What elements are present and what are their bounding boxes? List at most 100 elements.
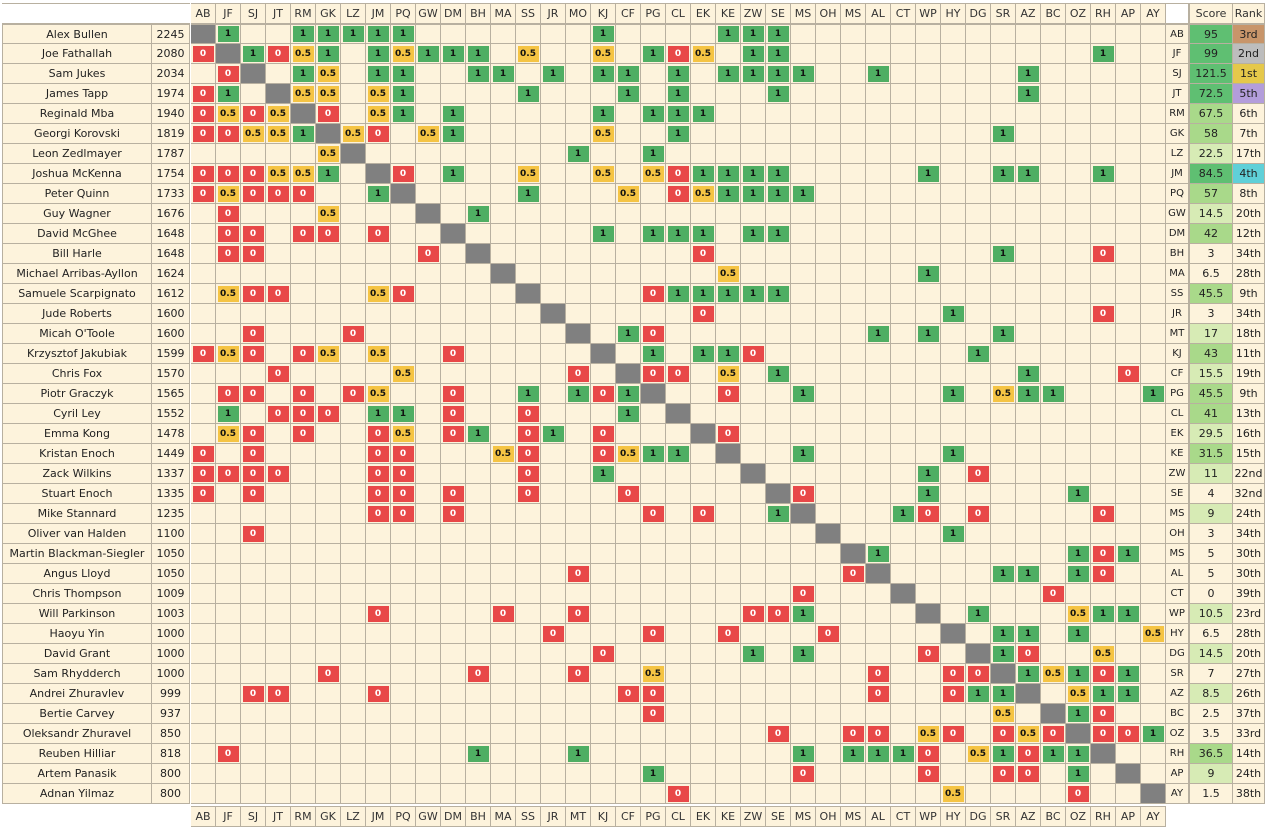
empty-result-cell: [1066, 44, 1091, 64]
result-cell: 0: [966, 664, 991, 684]
result-cell: 1: [1116, 604, 1141, 624]
empty-result-cell: [416, 524, 441, 544]
empty-result-cell: [591, 324, 616, 344]
diagonal-cell: [266, 84, 291, 104]
result-cell: 0: [216, 384, 241, 404]
result-value: 0.5: [217, 425, 239, 442]
result-cell: 0.5: [966, 744, 991, 764]
empty-result-cell: [616, 464, 641, 484]
result-cell: 1: [1116, 544, 1141, 564]
result-cell: 0: [616, 684, 641, 704]
result-cell: 1: [866, 744, 891, 764]
result-cell: 0: [441, 424, 466, 444]
result-cell: 1: [616, 84, 641, 104]
empty-result-cell: [716, 784, 741, 804]
player-rating: 1599: [152, 344, 190, 364]
header-corner: [2, 3, 190, 24]
empty-result-cell: [391, 384, 416, 404]
player-name: David Grant: [2, 644, 152, 664]
result-cell: 1: [766, 64, 791, 84]
empty-result-cell: [341, 504, 366, 524]
empty-result-cell: [316, 764, 341, 784]
empty-result-cell: [191, 684, 216, 704]
empty-result-cell: [566, 104, 591, 124]
result-cell: 0: [741, 344, 766, 364]
result-cell: 0: [991, 724, 1016, 744]
result-value: 0: [342, 385, 364, 402]
empty-result-cell: [891, 664, 916, 684]
empty-result-cell: [466, 704, 491, 724]
result-value: 0: [867, 725, 889, 742]
empty-result-cell: [741, 544, 766, 564]
result-value: 0: [367, 505, 389, 522]
player-initials: SJ: [1166, 64, 1189, 84]
result-value: 1: [342, 26, 364, 42]
result-cell: 1: [541, 64, 566, 84]
empty-result-cell: [466, 544, 491, 564]
result-value: 0: [717, 625, 739, 642]
result-value: 1: [1117, 685, 1139, 702]
empty-result-cell: [416, 344, 441, 364]
empty-result-cell: [191, 264, 216, 284]
result-value: 0: [592, 445, 614, 462]
empty-result-cell: [866, 484, 891, 504]
player-name: Reuben Hilliar: [2, 744, 152, 764]
result-value: 0: [292, 425, 314, 442]
result-cell: 0.5: [641, 664, 666, 684]
player-score: 6.5: [1189, 624, 1233, 644]
empty-result-cell: [216, 664, 241, 684]
player-rank: 17th: [1233, 144, 1265, 164]
result-value: 1: [317, 26, 339, 42]
result-cell: 1: [566, 144, 591, 164]
empty-result-cell: [891, 764, 916, 784]
empty-result-cell: [891, 244, 916, 264]
empty-result-cell: [941, 124, 966, 144]
empty-result-cell: [1066, 184, 1091, 204]
empty-result-cell: [641, 604, 666, 624]
empty-result-cell: [341, 464, 366, 484]
empty-result-cell: [466, 764, 491, 784]
empty-result-cell: [866, 244, 891, 264]
empty-result-cell: [991, 284, 1016, 304]
empty-result-cell: [691, 204, 716, 224]
empty-result-cell: [441, 704, 466, 724]
result-value: 1: [967, 605, 989, 622]
result-value: 0: [517, 405, 539, 422]
result-cell: 0: [1066, 784, 1091, 804]
result-cell: 0: [591, 384, 616, 404]
empty-result-cell: [716, 204, 741, 224]
empty-result-cell: [466, 364, 491, 384]
result-cell: 0: [716, 424, 741, 444]
empty-result-cell: [441, 544, 466, 564]
result-cell: 1: [966, 604, 991, 624]
empty-result-cell: [641, 744, 666, 764]
result-value: 0: [192, 465, 214, 482]
result-value: 1: [942, 385, 964, 402]
player-rating: 1648: [152, 224, 190, 244]
result-cell: 0.5: [291, 164, 316, 184]
empty-result-cell: [391, 704, 416, 724]
empty-result-cell: [941, 264, 966, 284]
player-score: 3: [1189, 304, 1233, 324]
bottom-column-header-dm: DM: [441, 806, 466, 827]
empty-result-cell: [966, 404, 991, 424]
empty-result-cell: [291, 524, 316, 544]
result-cell: 1: [591, 64, 616, 84]
empty-result-cell: [816, 644, 841, 664]
empty-result-cell: [491, 284, 516, 304]
empty-result-cell: [966, 784, 991, 804]
diagonal-cell: [766, 484, 791, 504]
result-value: 0: [442, 485, 464, 502]
empty-result-cell: [991, 364, 1016, 384]
empty-result-cell: [566, 124, 591, 144]
result-value: 0: [242, 325, 264, 342]
empty-result-cell: [516, 324, 541, 344]
empty-result-cell: [266, 744, 291, 764]
empty-result-cell: [841, 624, 866, 644]
result-value: 1: [692, 345, 714, 362]
result-cell: 0.5: [916, 724, 941, 744]
empty-result-cell: [541, 444, 566, 464]
result-cell: 0.5: [1066, 684, 1091, 704]
result-value: 1: [442, 105, 464, 122]
result-cell: 1: [291, 64, 316, 84]
